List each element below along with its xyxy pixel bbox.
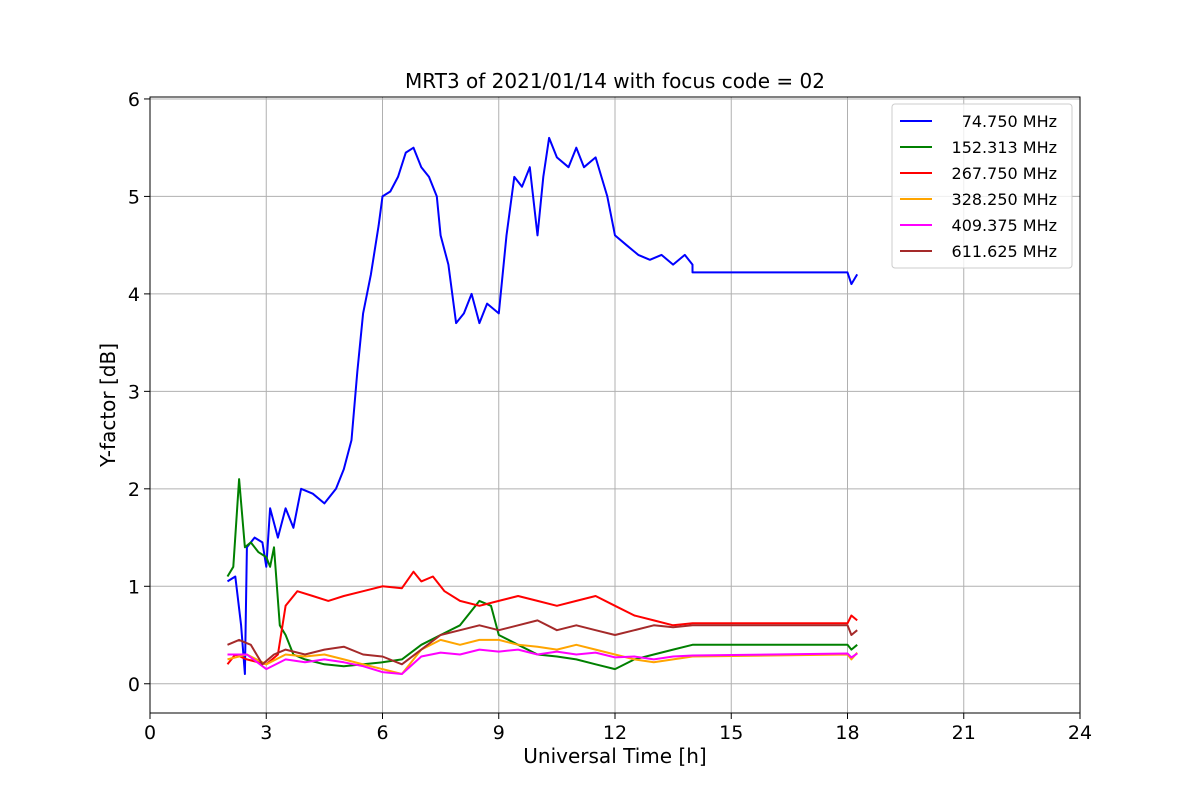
legend-label: 267.750 MHz bbox=[952, 164, 1057, 183]
y-tick-label: 3 bbox=[128, 381, 140, 403]
series-line-6 bbox=[227, 619, 858, 666]
x-tick-label: 24 bbox=[1068, 722, 1092, 744]
x-tick-label: 21 bbox=[952, 722, 976, 744]
chart-title: MRT3 of 2021/01/14 with focus code = 02 bbox=[405, 69, 825, 93]
legend-label: 152.313 MHz bbox=[952, 138, 1057, 157]
y-tick-label: 0 bbox=[128, 674, 140, 696]
y-tick-label: 6 bbox=[128, 89, 140, 111]
series-line-4 bbox=[227, 638, 858, 675]
legend: 74.750 MHz 152.313 MHz 267.750 MHz 328.250 … bbox=[891, 103, 1073, 269]
x-tick-label: 0 bbox=[144, 722, 156, 744]
series-lines bbox=[226, 136, 859, 675]
x-tick-label: 15 bbox=[719, 722, 743, 744]
series-line-3 bbox=[226, 570, 858, 666]
x-tick-label: 3 bbox=[260, 722, 272, 744]
y-axis-label: Y-factor [dB] bbox=[96, 343, 120, 468]
legend-box bbox=[891, 103, 1073, 269]
x-axis-label: Universal Time [h] bbox=[523, 744, 706, 768]
x-tick-label: 6 bbox=[376, 722, 388, 744]
y-tick-label: 2 bbox=[128, 479, 140, 501]
x-tick-label: 12 bbox=[603, 722, 627, 744]
legend-label: 611.625 MHz bbox=[952, 242, 1057, 261]
series-line-2 bbox=[226, 478, 858, 671]
grid-lines bbox=[149, 97, 1081, 713]
x-tick-label: 18 bbox=[835, 722, 859, 744]
y-tick-label: 5 bbox=[128, 186, 140, 208]
legend-label: 328.250 MHz bbox=[952, 190, 1057, 209]
series-line-1 bbox=[226, 136, 859, 675]
y-tick-label: 4 bbox=[128, 284, 140, 306]
legend-label: 74.750 MHz bbox=[962, 112, 1057, 131]
x-tick-label: 9 bbox=[493, 722, 505, 744]
y-tick-label: 1 bbox=[128, 576, 140, 598]
legend-label: 409.375 MHz bbox=[952, 216, 1057, 235]
series-line-5 bbox=[227, 648, 858, 675]
